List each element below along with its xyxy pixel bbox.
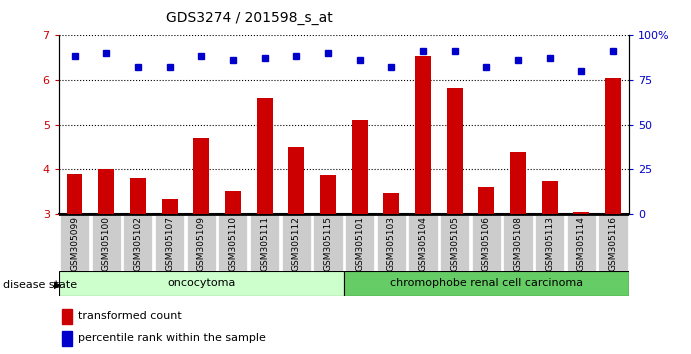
Bar — [343, 271, 629, 296]
Text: oncocytoma: oncocytoma — [167, 278, 236, 288]
Text: percentile rank within the sample: percentile rank within the sample — [78, 333, 266, 343]
Bar — [187, 215, 216, 271]
Text: GSM305103: GSM305103 — [387, 216, 396, 272]
Text: GSM305104: GSM305104 — [419, 216, 428, 271]
Text: GSM305099: GSM305099 — [70, 216, 79, 272]
Text: GSM305115: GSM305115 — [323, 216, 332, 272]
Text: GSM305105: GSM305105 — [450, 216, 459, 272]
Bar — [155, 215, 184, 271]
Bar — [440, 215, 469, 271]
Bar — [162, 199, 178, 348]
Bar — [415, 56, 431, 348]
Bar — [567, 215, 596, 271]
Bar — [377, 215, 406, 271]
Text: GSM305107: GSM305107 — [165, 216, 174, 272]
Bar — [478, 187, 494, 348]
Bar — [574, 212, 589, 348]
Bar — [66, 174, 82, 348]
Bar — [60, 215, 89, 271]
Bar — [320, 175, 336, 348]
Text: GDS3274 / 201598_s_at: GDS3274 / 201598_s_at — [166, 11, 332, 25]
Bar — [282, 215, 311, 271]
Bar — [218, 215, 247, 271]
Text: GSM305109: GSM305109 — [197, 216, 206, 272]
Bar — [345, 215, 374, 271]
Bar — [384, 193, 399, 348]
Text: ▶: ▶ — [54, 280, 61, 290]
Text: chromophobe renal cell carcinoma: chromophobe renal cell carcinoma — [390, 278, 583, 288]
Bar — [535, 215, 564, 271]
Bar — [123, 215, 153, 271]
Bar — [225, 191, 241, 348]
Bar — [510, 153, 526, 348]
Text: GSM305110: GSM305110 — [229, 216, 238, 272]
Bar — [598, 215, 627, 271]
Bar — [250, 215, 279, 271]
Bar — [59, 271, 343, 296]
Bar — [605, 78, 621, 348]
Text: disease state: disease state — [3, 280, 77, 290]
Text: GSM305100: GSM305100 — [102, 216, 111, 272]
Bar — [408, 215, 437, 271]
Bar — [193, 138, 209, 348]
Text: GSM305106: GSM305106 — [482, 216, 491, 272]
Text: transformed count: transformed count — [78, 312, 182, 321]
Bar — [542, 181, 558, 348]
Bar — [288, 147, 304, 348]
Bar — [92, 215, 121, 271]
Text: GSM305102: GSM305102 — [133, 216, 142, 271]
Text: GSM305108: GSM305108 — [513, 216, 522, 272]
Bar — [503, 215, 533, 271]
Bar — [61, 331, 72, 346]
Text: GSM305111: GSM305111 — [260, 216, 269, 272]
Bar — [352, 120, 368, 348]
Bar — [130, 178, 146, 348]
Text: GSM305113: GSM305113 — [545, 216, 554, 272]
Bar — [446, 88, 462, 348]
Text: GSM305101: GSM305101 — [355, 216, 364, 272]
Bar — [61, 309, 72, 324]
Bar — [98, 170, 114, 348]
Bar — [256, 98, 272, 348]
Text: GSM305116: GSM305116 — [609, 216, 618, 272]
Bar — [313, 215, 343, 271]
Bar — [472, 215, 501, 271]
Text: GSM305112: GSM305112 — [292, 216, 301, 271]
Text: GSM305114: GSM305114 — [577, 216, 586, 271]
